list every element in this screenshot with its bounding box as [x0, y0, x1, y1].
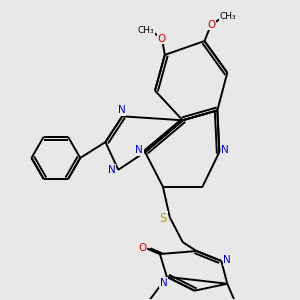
Text: S: S — [160, 212, 167, 225]
Text: O: O — [158, 34, 166, 44]
Text: N: N — [160, 278, 168, 288]
Text: O: O — [138, 243, 146, 253]
Text: N: N — [135, 146, 143, 155]
Text: N: N — [221, 146, 229, 155]
Text: N: N — [118, 105, 125, 116]
Text: CH₃: CH₃ — [138, 26, 154, 35]
Text: N: N — [224, 255, 231, 265]
Text: CH₃: CH₃ — [220, 12, 237, 21]
Text: O: O — [207, 20, 215, 30]
Text: N: N — [108, 165, 116, 175]
